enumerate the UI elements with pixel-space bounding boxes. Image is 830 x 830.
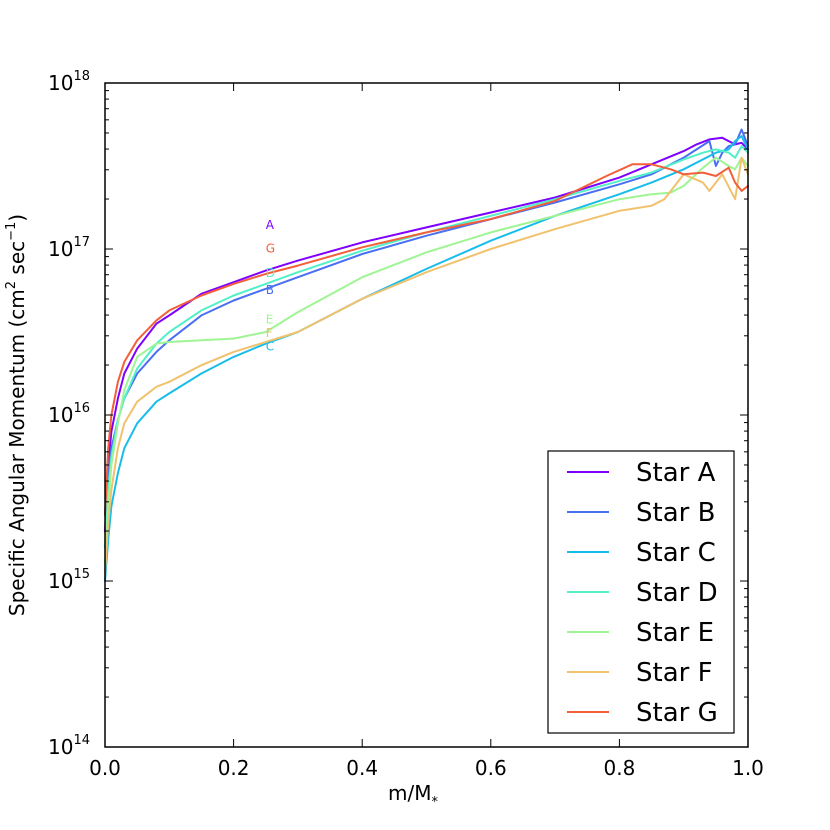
series-annotation-g: G <box>266 241 275 255</box>
legend-label-c: Star C <box>636 538 716 568</box>
series-line-g <box>104 163 749 516</box>
x-tick-label: 0.4 <box>346 756 378 780</box>
y-tick-label: 1018 <box>48 69 90 95</box>
x-tick-label: 0.0 <box>89 756 121 780</box>
legend-label-b: Star B <box>636 498 715 528</box>
x-axis-label: m/M* <box>388 781 438 810</box>
series-annotation-c: C <box>266 339 274 353</box>
series-lines <box>104 128 749 582</box>
legend-label-g: Star G <box>636 698 718 728</box>
series-annotation-b: B <box>266 283 274 297</box>
series-line-d <box>104 145 749 549</box>
legend-label-d: Star D <box>636 578 718 608</box>
series-annotation-d: D <box>266 266 275 280</box>
x-tick-label: 0.2 <box>218 756 250 780</box>
legend-label-f: Star F <box>636 658 713 688</box>
axis-tick-labels: 0.0 0.2 0.4 0.6 0.8 1.0 1014 1015 1016 1017 1018 <box>48 69 764 780</box>
legend-label-a: Star A <box>636 458 716 488</box>
y-tick-label: 1017 <box>48 235 90 261</box>
y-tick-label: 1016 <box>48 401 90 427</box>
series-annotation-a: A <box>266 218 275 232</box>
series-annotation-f: F <box>266 326 273 340</box>
series-line-a <box>104 136 749 533</box>
series-line-f <box>104 156 749 574</box>
y-tick-label: 1015 <box>48 567 90 593</box>
x-tick-label: 0.8 <box>603 756 635 780</box>
axis-ticks <box>104 82 749 748</box>
x-tick-label: 1.0 <box>732 756 764 780</box>
legend: Star A Star B Star C Star D Star E Star F Star… <box>547 450 735 734</box>
x-tick-label: 0.6 <box>475 756 507 780</box>
legend-label-e: Star E <box>636 618 714 648</box>
series-annotations: A B C D EF G <box>266 218 275 353</box>
series-line-e <box>104 156 749 566</box>
y-tick-label: 1014 <box>48 733 90 759</box>
y-axis-label: Specific Angular Momentum (cm2 sec−1) <box>4 214 29 616</box>
series-annotation-e: E <box>266 313 274 327</box>
